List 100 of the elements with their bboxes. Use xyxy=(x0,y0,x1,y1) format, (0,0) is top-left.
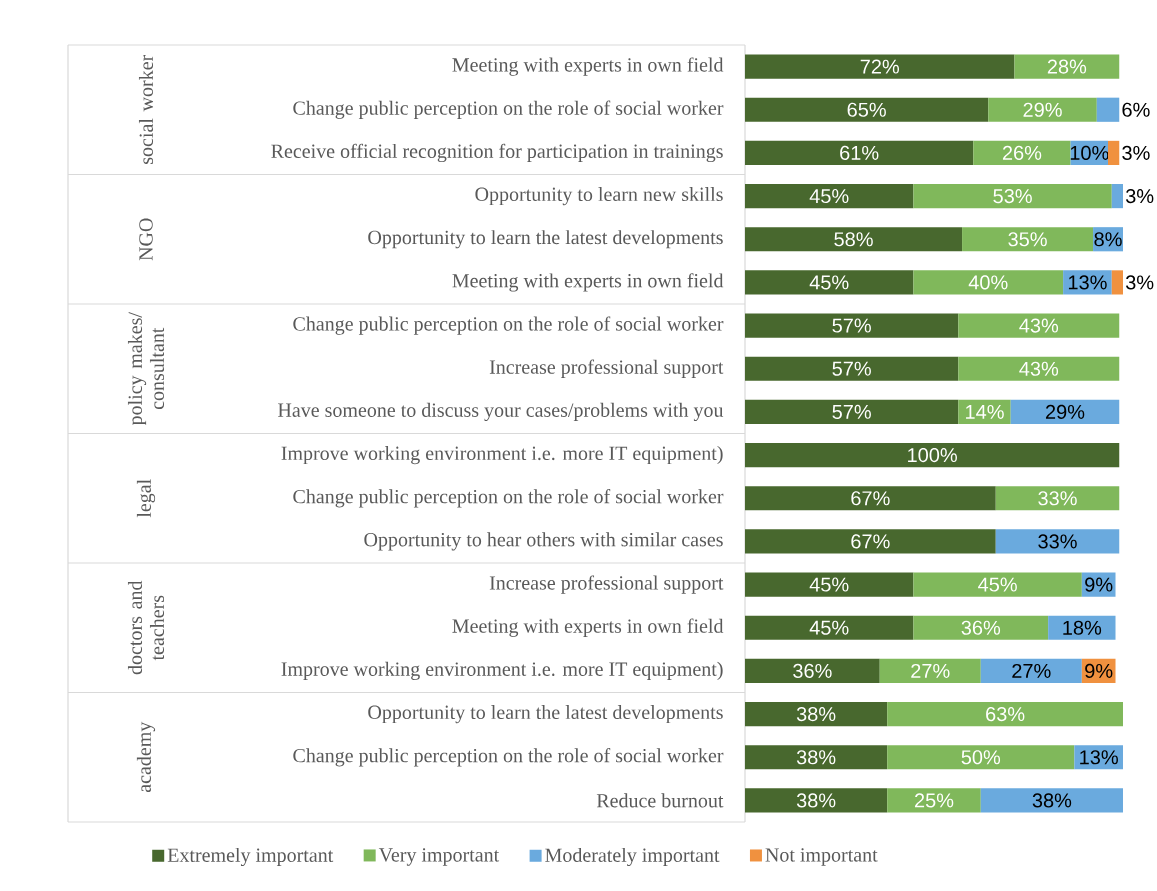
data-label: 14% xyxy=(966,404,1004,419)
y-tick-label: Improve working environment i.e. more IT equipment) xyxy=(281,661,723,681)
y-tick-label: Meeting with experts in own field xyxy=(452,618,724,637)
bar xyxy=(745,54,1015,79)
data-label: 63% xyxy=(986,707,1025,722)
data-label: 28% xyxy=(1047,59,1087,74)
data-label: 57% xyxy=(832,404,871,419)
data-label: 43% xyxy=(1019,361,1059,376)
bar xyxy=(958,313,1120,338)
bar xyxy=(745,227,963,252)
bar xyxy=(913,572,1082,597)
data-label: 35% xyxy=(1008,232,1047,247)
bar xyxy=(745,140,974,165)
data-label: 27% xyxy=(1012,663,1051,678)
bar xyxy=(745,486,996,511)
data-label: 13% xyxy=(1080,750,1118,765)
data-label: 9% xyxy=(1085,577,1113,592)
legend-label: Moderately important xyxy=(545,847,720,867)
data-label: 40% xyxy=(968,275,1008,290)
legend-label: Very important xyxy=(378,848,500,866)
data-label: 26% xyxy=(1002,145,1042,160)
y-tick-label: Reduce burnout xyxy=(596,793,724,808)
text: NGO xyxy=(139,218,153,261)
bar xyxy=(887,745,1075,770)
bar xyxy=(980,788,1123,813)
data-label: 38% xyxy=(796,793,836,808)
bar xyxy=(745,399,959,424)
bar xyxy=(1111,270,1123,295)
data-label: 58% xyxy=(834,232,873,247)
bar xyxy=(745,443,1120,468)
data-label: 61% xyxy=(840,145,879,160)
bar xyxy=(745,183,914,209)
data-label: 33% xyxy=(1038,491,1077,506)
data-label: 29% xyxy=(1045,404,1085,419)
bar xyxy=(1108,140,1120,165)
bar xyxy=(745,658,880,683)
data-label: 57% xyxy=(832,361,871,376)
bar xyxy=(745,572,914,597)
bar xyxy=(913,183,1112,209)
data-label: 57% xyxy=(832,318,871,333)
bar xyxy=(1111,183,1123,209)
data-label: 36% xyxy=(793,663,832,678)
data-label: 36% xyxy=(961,620,1001,635)
bar xyxy=(745,529,996,554)
data-label: 45% xyxy=(978,577,1017,592)
y-tick-label: Increase professional support xyxy=(489,359,724,378)
bar xyxy=(962,227,1094,252)
legend-label: Not important xyxy=(765,848,878,866)
bar xyxy=(913,270,1064,295)
data-label: 38% xyxy=(1032,793,1072,808)
data-label: 3% xyxy=(1125,189,1154,204)
data-label: 18% xyxy=(1063,620,1102,635)
data-label: 33% xyxy=(1038,534,1077,549)
bar xyxy=(887,788,981,813)
data-label: 53% xyxy=(993,189,1032,204)
bar xyxy=(995,529,1120,554)
data-label: 8% xyxy=(1094,232,1122,247)
y-tick-label: Meeting with experts in own field xyxy=(452,57,724,76)
bar xyxy=(879,658,981,683)
y-tick-label: Meeting with experts in own field xyxy=(452,273,724,292)
bar xyxy=(1014,54,1120,79)
data-label: 45% xyxy=(809,275,849,290)
bar xyxy=(745,313,959,338)
y-tick-label: Opportunity to learn new skills xyxy=(475,186,723,206)
data-label: 38% xyxy=(796,750,836,765)
y-tick-label: Increase professional support xyxy=(489,575,724,594)
bar xyxy=(745,615,914,640)
data-label: 3% xyxy=(1122,145,1150,160)
data-label: 45% xyxy=(809,577,849,592)
y-tick-label: Change public perception on the role of social worker xyxy=(293,316,724,335)
data-label: 3% xyxy=(1125,275,1154,290)
data-label: 67% xyxy=(851,491,890,506)
y-tick-label: Opportunity to learn the latest developments xyxy=(368,704,723,724)
bar xyxy=(745,701,888,727)
bar xyxy=(913,615,1049,640)
y-tick-label: Receive official recognition for participation in trainings xyxy=(271,143,723,163)
data-label: 65% xyxy=(847,102,886,117)
y-tick-label: Change public perception on the role of social worker xyxy=(293,100,724,119)
text: legal xyxy=(136,479,156,518)
data-label: 45% xyxy=(809,189,849,204)
data-label: 13% xyxy=(1068,275,1107,290)
bar xyxy=(745,788,888,813)
data-label: 72% xyxy=(860,59,900,74)
text: doctors and teachers xyxy=(127,580,165,675)
bar xyxy=(995,486,1120,511)
legend-label: Extremely important xyxy=(167,847,334,867)
bar xyxy=(745,270,914,295)
text: social worker xyxy=(138,54,154,164)
bar xyxy=(1096,97,1120,122)
text: academy xyxy=(136,721,156,793)
data-label: 9% xyxy=(1085,663,1113,678)
data-label: 27% xyxy=(911,663,950,678)
y-tick-label: Have someone to discuss your cases/problems with you xyxy=(278,402,724,422)
data-label: 10% xyxy=(1070,145,1109,160)
bar xyxy=(745,745,888,770)
bar xyxy=(745,97,989,122)
data-label: 6% xyxy=(1122,102,1150,117)
data-label: 67% xyxy=(851,534,890,549)
data-label: 29% xyxy=(1023,102,1062,117)
data-label: 50% xyxy=(961,750,1001,765)
